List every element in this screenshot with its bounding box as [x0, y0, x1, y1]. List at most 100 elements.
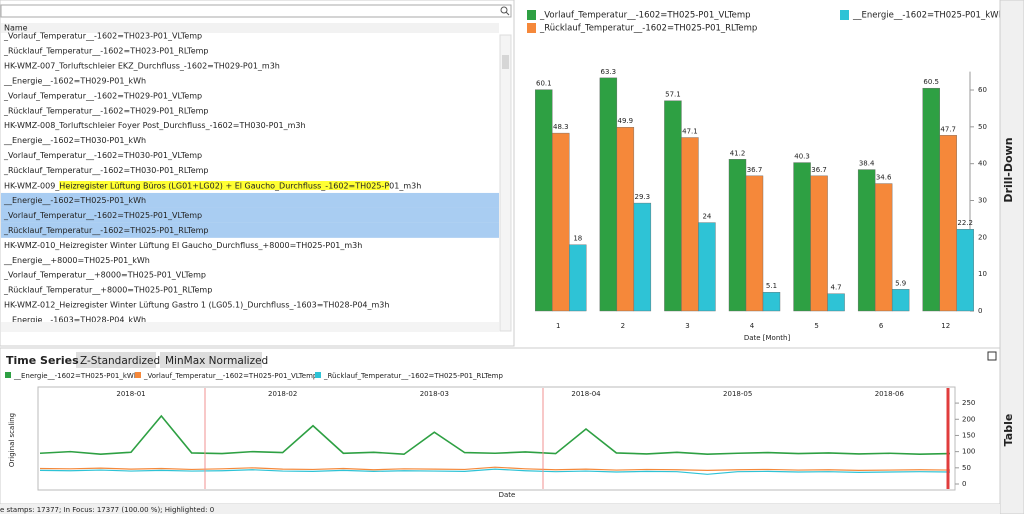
tab[interactable]: MinMax Normalized [165, 355, 268, 367]
value-label: 5.9 [895, 279, 906, 287]
list-item[interactable]: __Energie__-1603=TH028-P04_kWh [3, 316, 146, 325]
bar [922, 87, 940, 312]
tab-bg[interactable] [160, 352, 262, 368]
list-item[interactable]: _Vorlauf_Temperatur__+8000=TH025-P01_VLT… [3, 271, 206, 280]
x-tick-label: 2 [621, 322, 625, 330]
list-item[interactable]: HK-WMZ-012_Heizregister Winter Lüftung G… [4, 301, 389, 310]
bar [762, 292, 781, 312]
tab[interactable]: Z-Standardized [80, 355, 160, 367]
y-tick-label: 150 [962, 431, 975, 439]
list-item[interactable]: _Rücklauf_Temperatur__-1602=TH023-P01_RL… [3, 46, 209, 55]
list-item-part: Heizregister Lüftung Büros (LG01+LG02) +… [59, 181, 389, 190]
x-tick-label: 3 [685, 322, 689, 330]
list-item[interactable]: _Rücklauf_Temperatur__-1602=TH030-P01_RL… [3, 166, 209, 175]
bar [535, 89, 553, 312]
selection [1, 222, 499, 238]
list-item[interactable]: _Vorlauf_Temperatur__-1602=TH029-P01_VLT… [3, 91, 202, 100]
y-tick-label: 50 [978, 123, 987, 131]
value-label: 57.1 [665, 91, 681, 99]
y-tick-label: 250 [962, 399, 975, 407]
x-tick-label: 2018-04 [571, 390, 601, 398]
legend-label: _Rücklauf_Temperatur__-1602=TH025-P01_RL… [323, 372, 503, 380]
scrollbar-thumb[interactable] [502, 55, 509, 69]
legend-label: _Vorlauf_Temperatur__-1602=TH025-P01_VLT… [539, 11, 751, 21]
legend-label: _Rücklauf_Temperatur__-1602=TH025-P01_RL… [539, 24, 757, 34]
legend-label: __Energie__-1602=TH025-P01_kWh [852, 11, 1004, 21]
value-label: 38.4 [859, 160, 875, 168]
search-box[interactable] [0, 4, 512, 18]
time-series-chart: __Energie__-1602=TH025-P01_kWh _Vorlauf_T… [5, 372, 975, 499]
selection [1, 192, 499, 208]
y-tick-label: 200 [962, 415, 975, 423]
x-tick-label: 2018-05 [723, 390, 752, 398]
list-item[interactable]: __Energie__-1602=TH025-P01_kWh [3, 196, 146, 205]
side-tab[interactable]: Drill-Down [1002, 137, 1015, 202]
bar [810, 175, 828, 312]
y-tick-label: 50 [962, 464, 971, 472]
bar [681, 137, 699, 312]
list-item[interactable]: _Rücklauf_Temperatur__-1602=TH029-P01_RL… [3, 106, 209, 115]
search-icon-handle [505, 11, 510, 16]
list-item[interactable]: _Rücklauf_Temperatur__-1602=TH025-P01_RL… [3, 226, 209, 235]
value-label: 29.3 [635, 193, 651, 201]
side-tab[interactable]: Table [1002, 414, 1015, 447]
y-tick-label: 40 [978, 160, 987, 168]
tab-bg[interactable] [2, 352, 72, 368]
list-item[interactable]: __Energie__-1602=TH029-P01_kWh [3, 76, 146, 85]
selection [1, 207, 499, 223]
tab[interactable]: Time Series [6, 354, 79, 367]
x-tick-label: 2018-02 [268, 390, 297, 398]
list-item[interactable]: __Energie__+8000=TH025-P01_kWh [3, 256, 150, 265]
list-item[interactable]: HK-WMZ-008_Torluftschleier Foyer Post_Du… [4, 121, 306, 130]
bar [728, 159, 747, 312]
scrollbar[interactable] [499, 34, 512, 332]
value-label: 4.7 [831, 284, 842, 292]
list-item[interactable]: _Vorlauf_Temperatur__-1602=TH025-P01_VLT… [3, 211, 202, 220]
list-item[interactable]: _Rücklauf_Temperatur__+8000=TH025-P01_RL… [3, 286, 212, 295]
legend-label: __Energie__-1602=TH025-P01_kWh [13, 372, 138, 380]
legend-swatch [135, 372, 141, 378]
x-tick-label: 2018-03 [420, 390, 449, 398]
bar [857, 169, 876, 312]
status-bar [0, 504, 1000, 514]
y-tick-label: 0 [962, 480, 966, 488]
list-item[interactable]: _Vorlauf_Temperatur__-1602=TH023-P01_VLT… [3, 32, 202, 41]
list-panel [0, 0, 515, 347]
bar [939, 135, 957, 312]
plot-area [37, 386, 956, 491]
x-axis-label: Date [Month] [744, 334, 791, 342]
value-label: 24 [702, 213, 711, 221]
value-label: 47.7 [940, 125, 956, 133]
value-label: 60.5 [923, 78, 939, 86]
list-item[interactable]: __Energie__-1602=TH030-P01_kWh [3, 136, 146, 145]
legend-swatch [315, 372, 321, 378]
search-icon [500, 6, 508, 14]
y-tick-label: 100 [962, 448, 975, 456]
bar [891, 289, 910, 312]
list-header-bg [1, 23, 499, 33]
x-axis-label: Date [499, 491, 516, 499]
x-tick-label: 12 [941, 322, 950, 330]
legend-label: _Vorlauf_Temperatur__-1602=TH025-P01_VLT… [143, 372, 318, 380]
x-tick-label: 4 [750, 322, 755, 330]
maximize-icon[interactable] [987, 351, 997, 361]
list-item[interactable]: HK-WMZ-007_Torluftschleier EKZ_Durchflus… [4, 61, 280, 70]
x-tick-label: 5 [814, 322, 818, 330]
series-line [39, 414, 951, 456]
x-tick-label: 6 [879, 322, 884, 330]
list-item[interactable]: HK-WMZ-010_Heizregister Winter Lüftung E… [4, 241, 362, 250]
list-item-part: 01_m3h [389, 181, 421, 190]
h-scrollbar[interactable] [1, 322, 499, 332]
value-label: 18 [573, 235, 582, 243]
bar [664, 100, 682, 312]
tab-bg[interactable] [76, 352, 156, 368]
list-item[interactable]: HK-WMZ-009_Heizregister Lüftung Büros (L… [4, 181, 421, 190]
y-axis-label: Original scaling [8, 413, 16, 467]
list-item[interactable]: _Vorlauf_Temperatur__-1602=TH030-P01_VLT… [3, 151, 202, 160]
x-tick-label: 1 [556, 322, 560, 330]
value-label: 47.1 [682, 128, 698, 136]
list-item-part: HK-WMZ-009_ [4, 181, 60, 190]
bar [569, 244, 587, 312]
x-tick-label: 2018-01 [116, 390, 145, 398]
